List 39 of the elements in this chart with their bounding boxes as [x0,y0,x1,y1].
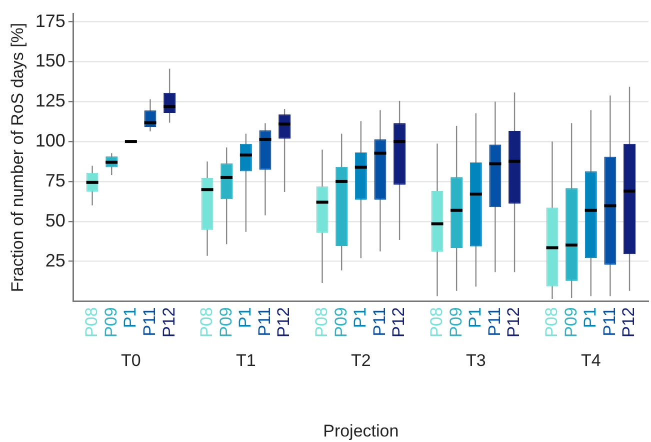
x-tick-label: T3 [466,351,486,370]
text: P1 [120,307,140,328]
text: P08 [542,307,561,338]
text: P12 [389,307,408,338]
y-tick-label: 100 [35,130,66,150]
text: P11 [484,307,504,336]
text: P11 [370,307,389,336]
text: P08 [312,307,331,338]
text: P09 [561,307,580,338]
text: P12 [619,307,638,338]
y-tick-label: 25 [45,250,66,270]
x-tick-label: T1 [236,351,256,370]
text: P08 [82,307,101,338]
text: P09 [101,307,120,338]
y-tick-label: 175 [35,10,66,31]
x-axis-title: Projection [323,421,399,440]
y-tick-label: 50 [45,210,66,230]
text: P1 [580,307,600,328]
text: P09 [331,307,350,338]
text: P11 [600,307,619,336]
y-tick-label: 125 [35,90,66,111]
text: P08 [426,307,446,338]
x-tick-label: T4 [580,351,601,370]
text: P1 [350,307,370,328]
text: P12 [159,307,178,338]
text: P08 [196,307,216,338]
text: P12 [504,307,524,338]
text: P1 [236,307,255,328]
text: P11 [254,307,274,336]
y-tick-label: 75 [45,170,66,190]
x-tick-label: T2 [350,351,371,370]
text: P09 [446,307,466,338]
y-tick-label: 150 [35,50,66,71]
text: P1 [466,307,485,328]
x-tick-label: T0 [121,351,141,370]
text: P11 [140,307,159,336]
y-axis-title: Fraction of number of RoS days [%] [8,22,27,292]
text: P12 [274,307,294,338]
text: P09 [216,307,236,338]
